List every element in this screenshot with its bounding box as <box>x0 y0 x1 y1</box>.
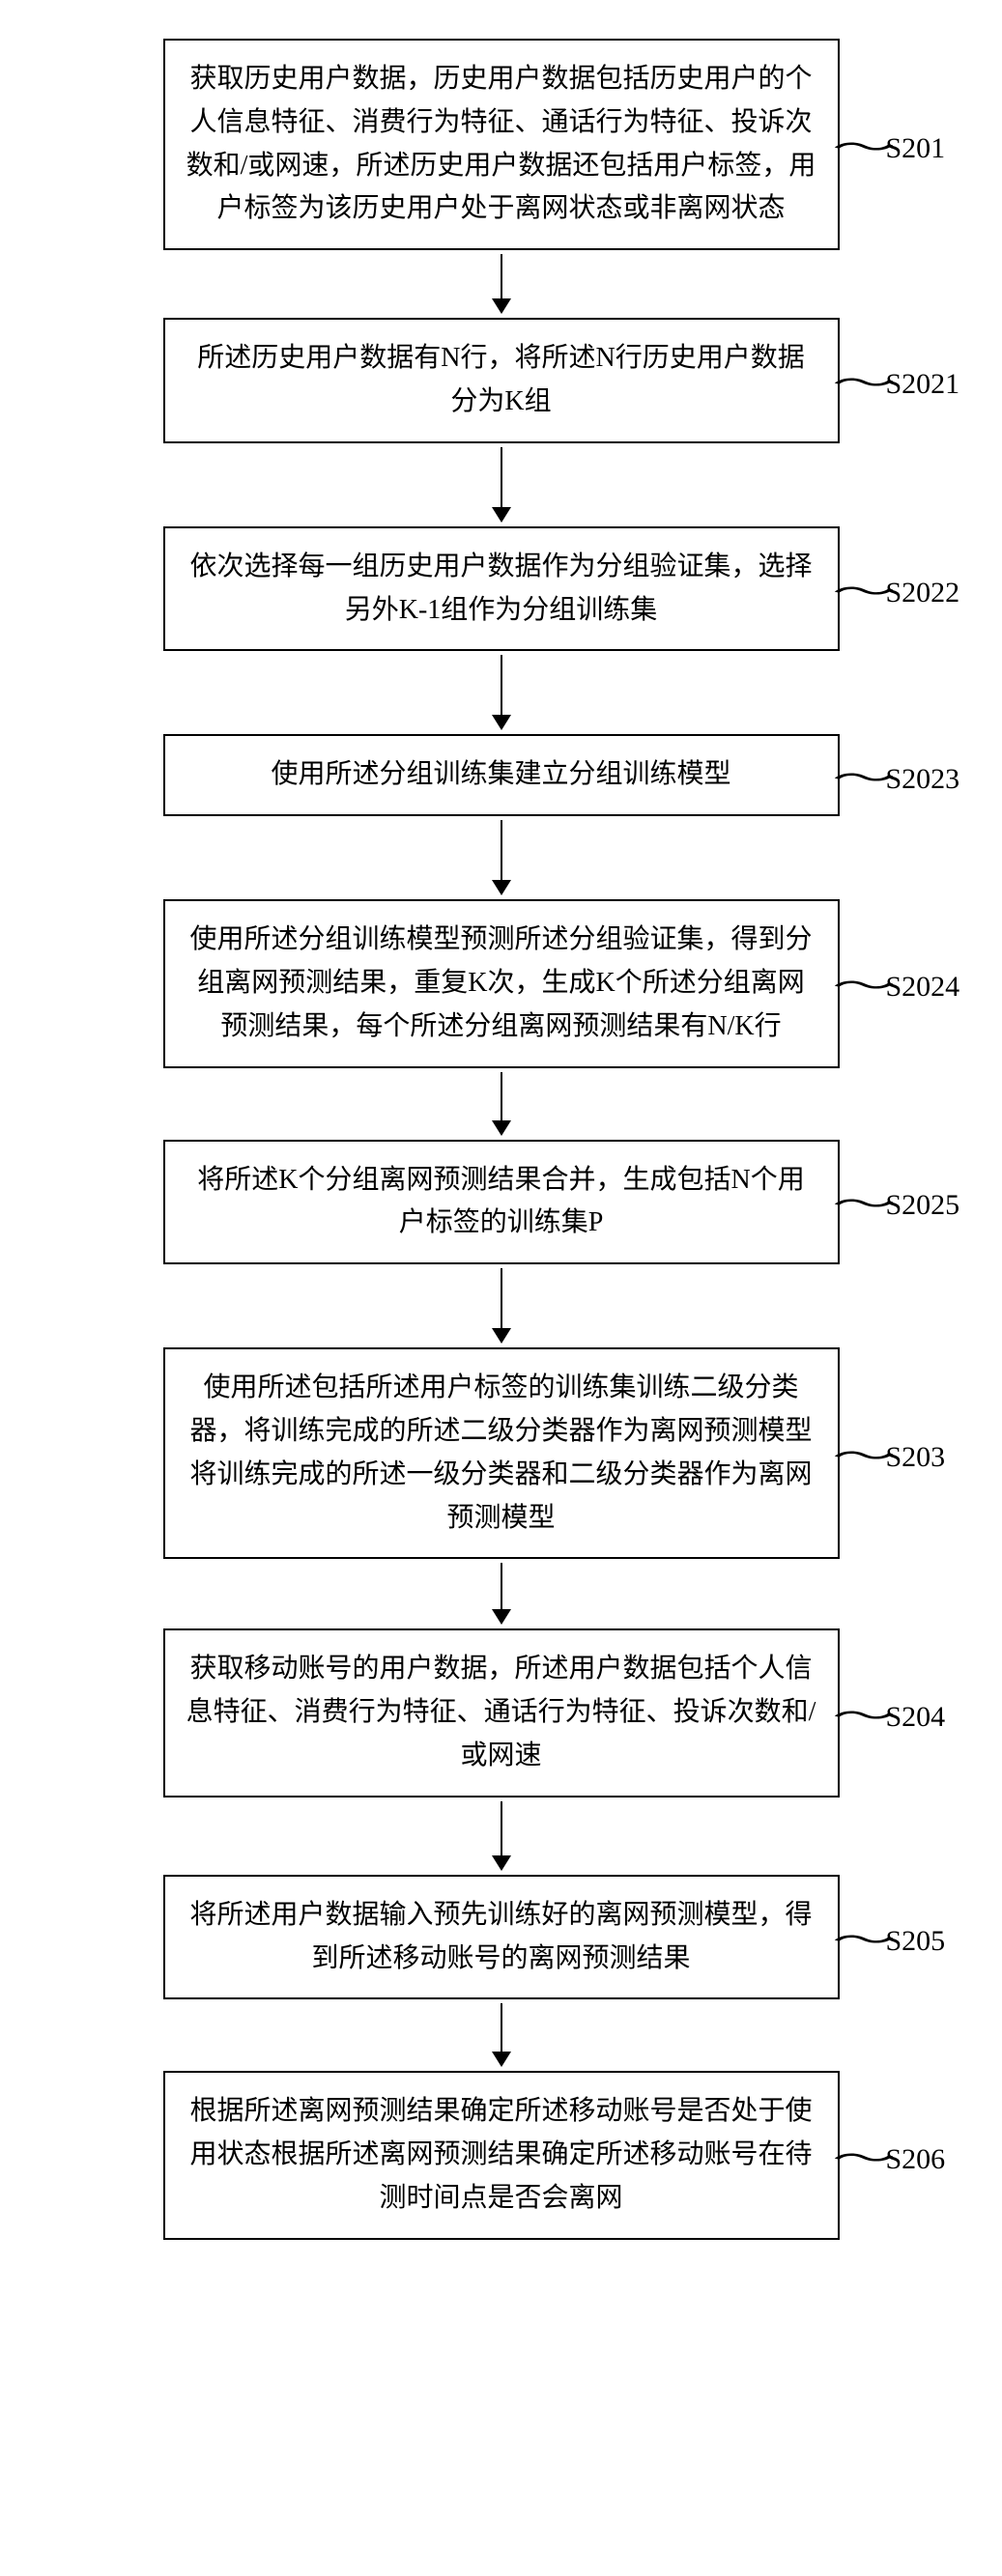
flow-arrow <box>492 1801 511 1871</box>
arrow-head-icon <box>492 1855 511 1871</box>
arrow-shaft <box>501 1563 502 1609</box>
tilde-icon: 〜 <box>832 359 896 402</box>
flow-step-box: 使用所述分组训练模型预测所述分组验证集，得到分组离网预测结果，重复K次，生成K个… <box>163 899 840 1067</box>
tilde-icon: 〜 <box>832 962 896 1005</box>
flow-arrow <box>492 655 511 730</box>
flow-step-row: 使用所述包括所述用户标签的训练集训练二级分类器，将训练完成的所述二级分类器作为离… <box>19 1347 983 1559</box>
flow-step-row: 使用所述分组训练模型预测所述分组验证集，得到分组离网预测结果，重复K次，生成K个… <box>19 899 983 1067</box>
flow-step-box: 根据所述离网预测结果确定所述移动账号是否处于使用状态根据所述离网预测结果确定所述… <box>163 2071 840 2239</box>
flow-step-label: 〜S205 <box>849 1916 946 1959</box>
tilde-icon: 〜 <box>832 754 896 797</box>
tilde-icon: 〜 <box>832 2135 896 2177</box>
flow-step-box: 将所述K个分组离网预测结果合并，生成包括N个用户标签的训练集P <box>163 1140 840 1265</box>
flow-step-row: 获取历史用户数据，历史用户数据包括历史用户的个人信息特征、消费行为特征、通话行为… <box>19 39 983 250</box>
flow-arrow <box>492 2003 511 2067</box>
arrow-head-icon <box>492 1328 511 1344</box>
flow-step-label: 〜S2021 <box>849 359 960 402</box>
tilde-icon: 〜 <box>832 1692 896 1735</box>
tilde-icon: 〜 <box>832 1180 896 1223</box>
flow-step-label: 〜S203 <box>849 1432 946 1475</box>
flow-arrow <box>492 254 511 314</box>
arrow-shaft <box>501 1801 502 1855</box>
flow-step-box: 使用所述包括所述用户标签的训练集训练二级分类器，将训练完成的所述二级分类器作为离… <box>163 1347 840 1559</box>
flow-step-row: 使用所述分组训练集建立分组训练模型〜S2023 <box>19 734 983 816</box>
flow-step-id: S2024 <box>886 971 960 1003</box>
flow-step-box: 所述历史用户数据有N行，将所述N行历史用户数据分为K组 <box>163 318 840 443</box>
arrow-head-icon <box>492 507 511 523</box>
flow-step-row: 依次选择每一组历史用户数据作为分组验证集，选择另外K-1组作为分组训练集〜S20… <box>19 526 983 652</box>
arrow-head-icon <box>492 1120 511 1136</box>
arrow-shaft <box>501 655 502 715</box>
flow-step-row: 根据所述离网预测结果确定所述移动账号是否处于使用状态根据所述离网预测结果确定所述… <box>19 2071 983 2239</box>
flow-step-row: 将所述用户数据输入预先训练好的离网预测模型，得到所述移动账号的离网预测结果〜S2… <box>19 1875 983 2000</box>
flow-step-label: 〜S201 <box>849 124 946 166</box>
arrow-shaft <box>501 254 502 298</box>
flow-step-box: 依次选择每一组历史用户数据作为分组验证集，选择另外K-1组作为分组训练集 <box>163 526 840 652</box>
flow-step-box: 将所述用户数据输入预先训练好的离网预测模型，得到所述移动账号的离网预测结果 <box>163 1875 840 2000</box>
flow-step-label: 〜S2023 <box>849 754 960 797</box>
arrow-head-icon <box>492 2052 511 2067</box>
arrow-shaft <box>501 447 502 507</box>
flow-step-row: 获取移动账号的用户数据，所述用户数据包括个人信息特征、消费行为特征、通话行为特征… <box>19 1628 983 1797</box>
arrow-shaft <box>501 1072 502 1120</box>
flow-step-id: S2025 <box>886 1189 960 1221</box>
arrow-head-icon <box>492 1609 511 1625</box>
arrow-head-icon <box>492 880 511 895</box>
flow-step-label: 〜S2022 <box>849 568 960 610</box>
flow-step-id: S2021 <box>886 368 960 400</box>
flow-step-label: 〜S204 <box>849 1692 946 1735</box>
flow-step-label: 〜S2024 <box>849 962 960 1005</box>
tilde-icon: 〜 <box>832 1432 896 1475</box>
arrow-shaft <box>501 1268 502 1328</box>
arrow-head-icon <box>492 715 511 730</box>
flow-arrow <box>492 1268 511 1344</box>
flow-arrow <box>492 1563 511 1625</box>
tilde-icon: 〜 <box>832 1916 896 1959</box>
flow-step-label: 〜S2025 <box>849 1180 960 1223</box>
flow-arrow <box>492 1072 511 1136</box>
arrow-shaft <box>501 820 502 880</box>
arrow-shaft <box>501 2003 502 2052</box>
flow-step-row: 所述历史用户数据有N行，将所述N行历史用户数据分为K组〜S2021 <box>19 318 983 443</box>
arrow-head-icon <box>492 298 511 314</box>
tilde-icon: 〜 <box>832 124 896 166</box>
flow-step-row: 将所述K个分组离网预测结果合并，生成包括N个用户标签的训练集P〜S2025 <box>19 1140 983 1265</box>
flow-step-box: 获取历史用户数据，历史用户数据包括历史用户的个人信息特征、消费行为特征、通话行为… <box>163 39 840 250</box>
flow-step-box: 使用所述分组训练集建立分组训练模型 <box>163 734 840 816</box>
flow-step-id: S2022 <box>886 577 960 609</box>
tilde-icon: 〜 <box>832 568 896 610</box>
flow-arrow <box>492 820 511 895</box>
flow-step-box: 获取移动账号的用户数据，所述用户数据包括个人信息特征、消费行为特征、通话行为特征… <box>163 1628 840 1797</box>
flow-step-label: 〜S206 <box>849 2135 946 2177</box>
flowchart: 获取历史用户数据，历史用户数据包括历史用户的个人信息特征、消费行为特征、通话行为… <box>19 39 983 2240</box>
flow-arrow <box>492 447 511 523</box>
flow-step-id: S2023 <box>886 763 960 795</box>
